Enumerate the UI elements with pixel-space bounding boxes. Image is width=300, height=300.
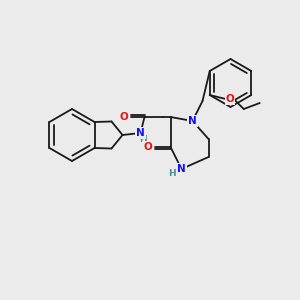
Text: O: O	[119, 112, 128, 122]
Text: N: N	[177, 164, 186, 174]
Text: N: N	[136, 128, 145, 138]
Text: O: O	[143, 142, 152, 152]
Text: H: H	[139, 134, 146, 143]
Text: H: H	[168, 169, 175, 178]
Text: O: O	[225, 94, 234, 104]
Text: N: N	[188, 116, 197, 126]
